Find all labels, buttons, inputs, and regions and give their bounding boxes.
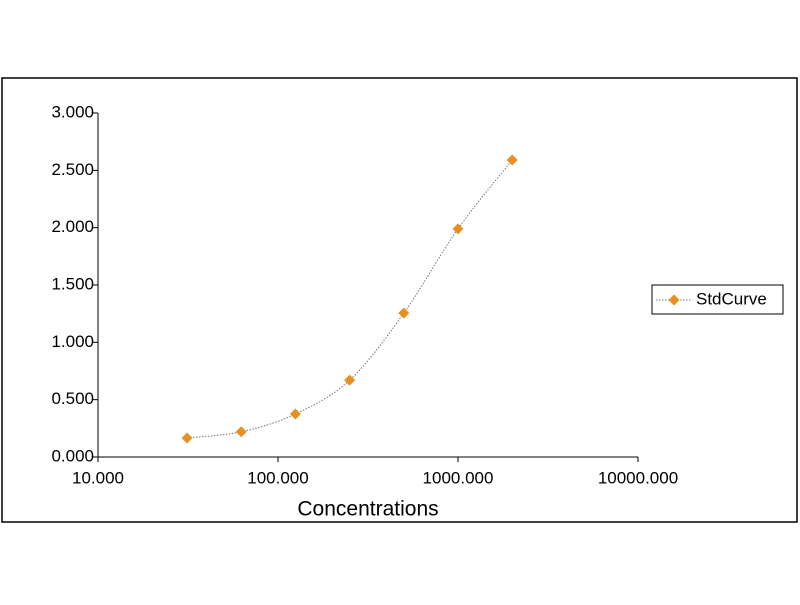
legend-label: StdCurve	[696, 289, 767, 308]
y-tick-label: 1.000	[51, 332, 94, 351]
data-point	[398, 307, 410, 319]
x-axis-label: Concentrations	[297, 498, 438, 521]
x-tick-label: 1000.000	[423, 468, 494, 487]
y-tick-label: 3.000	[51, 102, 94, 121]
data-point	[506, 154, 518, 166]
y-tick-label: 0.500	[51, 389, 94, 408]
data-point	[235, 426, 247, 438]
y-tick-label: 2.000	[51, 217, 94, 236]
data-point	[344, 374, 356, 386]
x-tick-label: 10.000	[72, 468, 124, 487]
legend-marker	[668, 294, 680, 306]
y-tick-label: 2.500	[51, 160, 94, 179]
data-point	[181, 432, 193, 444]
y-tick-label: 0.000	[51, 446, 94, 465]
x-tick-label: 10000.000	[598, 468, 678, 487]
y-tick-label: 1.500	[51, 274, 94, 293]
data-point	[452, 223, 464, 235]
data-point	[289, 408, 301, 420]
x-tick-label: 100.000	[247, 468, 308, 487]
